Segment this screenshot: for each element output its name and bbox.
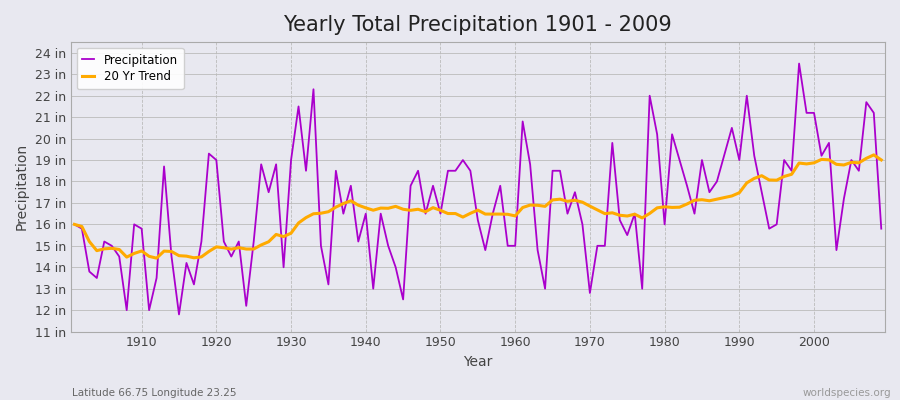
Precipitation [771,222,782,227]
20 Yr Trend [876,158,886,162]
Line: 20 Yr Trend: 20 Yr Trend [75,155,881,258]
Precipitation [794,61,805,66]
X-axis label: Year: Year [464,355,492,369]
20 Yr Trend [712,197,723,202]
20 Yr Trend [69,222,80,227]
20 Yr Trend [868,152,879,157]
20 Yr Trend [771,178,782,183]
Precipitation [450,168,461,173]
Text: worldspecies.org: worldspecies.org [803,388,891,398]
Line: Precipitation: Precipitation [75,64,881,314]
Precipitation [203,151,214,156]
20 Yr Trend [151,256,162,260]
20 Yr Trend [158,249,169,254]
20 Yr Trend [203,249,214,254]
Precipitation [876,226,886,231]
Title: Yearly Total Precipitation 1901 - 2009: Yearly Total Precipitation 1901 - 2009 [284,15,672,35]
Legend: Precipitation, 20 Yr Trend: Precipitation, 20 Yr Trend [76,48,184,89]
Precipitation [712,179,723,184]
20 Yr Trend [787,172,797,177]
Text: Latitude 66.75 Longitude 23.25: Latitude 66.75 Longitude 23.25 [72,388,237,398]
Precipitation [174,312,184,317]
Precipitation [69,222,80,227]
Y-axis label: Precipitation: Precipitation [15,143,29,230]
20 Yr Trend [450,211,461,216]
Precipitation [787,168,797,173]
Precipitation [151,276,162,280]
